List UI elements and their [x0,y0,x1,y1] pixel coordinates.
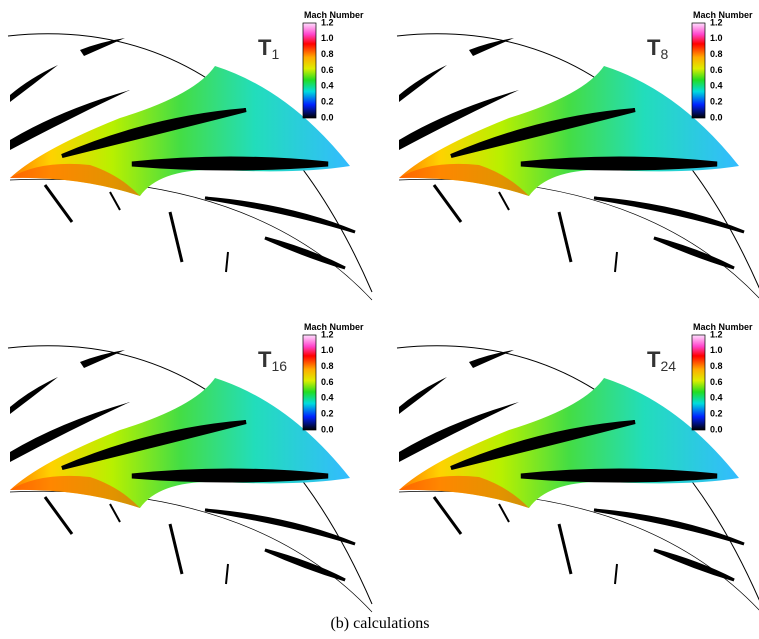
colorbar-title: Mach Number [304,322,364,332]
colorbar-tick-label: 0.6 [710,377,723,387]
blade [132,159,328,168]
colorbar-tick-label: 0.8 [321,49,334,59]
colorbar-tick-label: 1.0 [710,33,723,43]
vane [110,192,120,210]
colorbar-tick-label: 0.0 [321,112,334,122]
blade [80,350,125,368]
colorbar-tick-label: 1.2 [321,329,334,339]
vane [594,510,744,544]
panel-label-main: T [647,35,661,60]
panel-label-main: T [258,35,272,60]
vane [170,524,182,574]
blade [10,65,58,102]
vane [615,564,617,584]
vane [205,198,355,232]
colorbar-tick-label: 0.6 [321,65,334,75]
colorbar-tick-label: 0.4 [710,393,723,403]
panel-label-sub: 24 [660,358,676,374]
blade [80,38,125,56]
colorbar [303,335,316,430]
colorbar [692,335,705,430]
vane [434,497,461,534]
hub-arc [399,491,759,612]
vane [654,238,734,268]
blade [399,377,447,414]
panel-label-main: T [258,347,272,372]
vane [499,192,509,210]
colorbar-tick-label: 0.6 [710,65,723,75]
colorbar-tick-label: 0.8 [321,361,334,371]
vane [45,185,72,222]
vane [265,550,345,580]
panel-label-sub: 16 [271,358,287,374]
colorbar-title: Mach Number [304,10,364,20]
colorbar-tick-label: 1.0 [321,33,334,43]
vane [654,550,734,580]
caption: (b) calculations [330,615,429,632]
blade [469,38,514,56]
colorbar-tick-label: 0.0 [710,112,723,122]
colorbar-tick-label: 0.6 [321,377,334,387]
figure: (b) calculations Mach Number1.21.00.80.6… [0,0,759,639]
colorbar-tick-label: 0.2 [321,97,334,107]
colorbar-tick-label: 0.0 [321,424,334,434]
colorbar-tick-label: 0.4 [710,81,723,91]
panel-label: T1 [258,35,279,62]
colorbar-tick-label: 0.8 [710,49,723,59]
colorbar-tick-label: 0.4 [321,393,334,403]
panel-label: T16 [258,347,287,374]
colorbar [692,23,705,118]
vane [205,510,355,544]
panel-label-main: T [647,347,661,372]
panel-label: T24 [647,347,676,374]
vane [110,504,120,522]
colorbar-tick-label: 0.2 [710,409,723,419]
panel-label-sub: 8 [660,46,668,62]
colorbar-tick-label: 0.4 [321,81,334,91]
colorbar-tick-label: 0.8 [710,361,723,371]
blade [132,471,328,480]
vane [170,212,182,262]
colorbar-tick-label: 0.0 [710,424,723,434]
colorbar-tick-label: 0.2 [321,409,334,419]
vane [615,252,617,272]
colorbar-tick-label: 1.0 [321,345,334,355]
vane [499,504,509,522]
blade [399,65,447,102]
blade [521,159,717,168]
vane [226,252,228,272]
vane [434,185,461,222]
colorbar-title: Mach Number [693,10,753,20]
blade [469,350,514,368]
vane [265,238,345,268]
blade [521,471,717,480]
colorbar-tick-label: 1.2 [710,17,723,27]
hub-arc [10,179,372,300]
panel-label: T8 [647,35,668,62]
colorbar [303,23,316,118]
colorbar-tick-label: 1.0 [710,345,723,355]
colorbar-title: Mach Number [693,322,753,332]
vane [45,497,72,534]
hub-arc [399,179,759,300]
vane [559,524,571,574]
colorbar-tick-label: 1.2 [321,17,334,27]
vane [594,198,744,232]
blade [10,377,58,414]
vane [559,212,571,262]
colorbar-tick-label: 1.2 [710,329,723,339]
vane [226,564,228,584]
colorbar-tick-label: 0.2 [710,97,723,107]
panel-label-sub: 1 [271,46,279,62]
hub-arc [10,491,372,612]
